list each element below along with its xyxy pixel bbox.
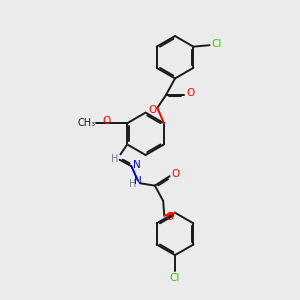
Text: N: N	[133, 160, 140, 170]
Text: O: O	[102, 116, 110, 126]
Text: O: O	[148, 105, 156, 115]
Text: H: H	[129, 179, 136, 189]
Text: Cl: Cl	[212, 39, 222, 49]
Text: CH₃: CH₃	[78, 118, 96, 128]
Text: O: O	[171, 169, 180, 179]
Text: H: H	[111, 154, 118, 164]
Text: O: O	[186, 88, 194, 98]
Text: O: O	[166, 212, 174, 222]
Text: Cl: Cl	[170, 273, 180, 283]
Text: N: N	[134, 176, 142, 186]
